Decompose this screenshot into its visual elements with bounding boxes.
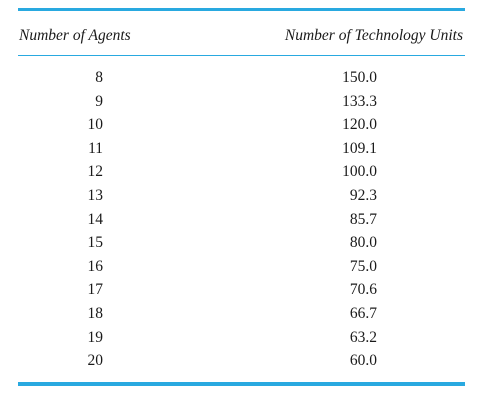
cell-number-of-agents: 11: [88, 139, 103, 157]
cell-number-of-technology-units: 150.0: [342, 69, 377, 86]
table-row: 8 150.0: [18, 66, 465, 90]
table-row: 13 92.3: [18, 184, 465, 208]
table-row: 18 66.7: [18, 302, 465, 326]
cell-number-of-agents: 16: [87, 257, 104, 275]
table-row: 10 120.0: [18, 113, 465, 137]
table-row: 11 109.1: [18, 137, 465, 161]
data-table: Number of Agents Number of Technology Un…: [18, 8, 465, 386]
cell-number-of-technology-units: 70.6: [349, 281, 377, 299]
cell-number-of-agents: 13: [87, 186, 104, 204]
cell-number-of-agents: 14: [87, 210, 104, 228]
table-top-rule: [18, 8, 465, 11]
cell-number-of-agents: 10: [87, 116, 104, 134]
table-row: 17 70.6: [18, 278, 465, 302]
cell-number-of-agents: 8: [95, 69, 103, 86]
cell-number-of-technology-units: 133.3: [342, 92, 377, 110]
table-bottom-rule: [18, 381, 465, 386]
cell-number-of-agents: 19: [87, 328, 104, 346]
cell-number-of-technology-units: 120.0: [342, 116, 377, 134]
cell-number-of-technology-units: 80.0: [349, 234, 377, 252]
table-row: 12 100.0: [18, 160, 465, 184]
table-row: 19 63.2: [18, 326, 465, 350]
header-number-of-agents: Number of Agents: [19, 27, 131, 44]
cell-number-of-agents: 20: [87, 352, 104, 370]
table-row: 15 80.0: [18, 231, 465, 255]
table-header: Number of Agents Number of Technology Un…: [18, 11, 465, 54]
table-row: 14 85.7: [18, 208, 465, 232]
cell-number-of-agents: 17: [87, 281, 104, 299]
table-body: 8 150.0 9 133.3 10 120.0 11 109.1 12 100.0 13 92.3 1…: [18, 56, 465, 373]
cell-number-of-technology-units: 66.7: [349, 304, 377, 322]
cell-number-of-technology-units: 100.0: [342, 163, 377, 181]
cell-number-of-technology-units: 63.2: [349, 328, 377, 346]
cell-number-of-technology-units: 92.3: [349, 186, 377, 204]
header-number-of-technology-units: Number of Technology Units: [284, 27, 463, 44]
table-row: 9 133.3: [18, 90, 465, 114]
cell-number-of-agents: 12: [87, 163, 104, 181]
cell-number-of-technology-units: 75.0: [349, 257, 377, 275]
cell-number-of-agents: 18: [87, 304, 104, 322]
table-row: 16 75.0: [18, 255, 465, 279]
cell-number-of-agents: 15: [87, 234, 104, 252]
table-row: 20 60.0: [18, 349, 465, 373]
cell-number-of-technology-units: 85.7: [349, 210, 377, 228]
cell-number-of-technology-units: 60.0: [349, 352, 377, 370]
cell-number-of-technology-units: 109.1: [342, 139, 377, 157]
cell-number-of-agents: 9: [95, 92, 103, 110]
table-header-rule: [18, 55, 465, 56]
